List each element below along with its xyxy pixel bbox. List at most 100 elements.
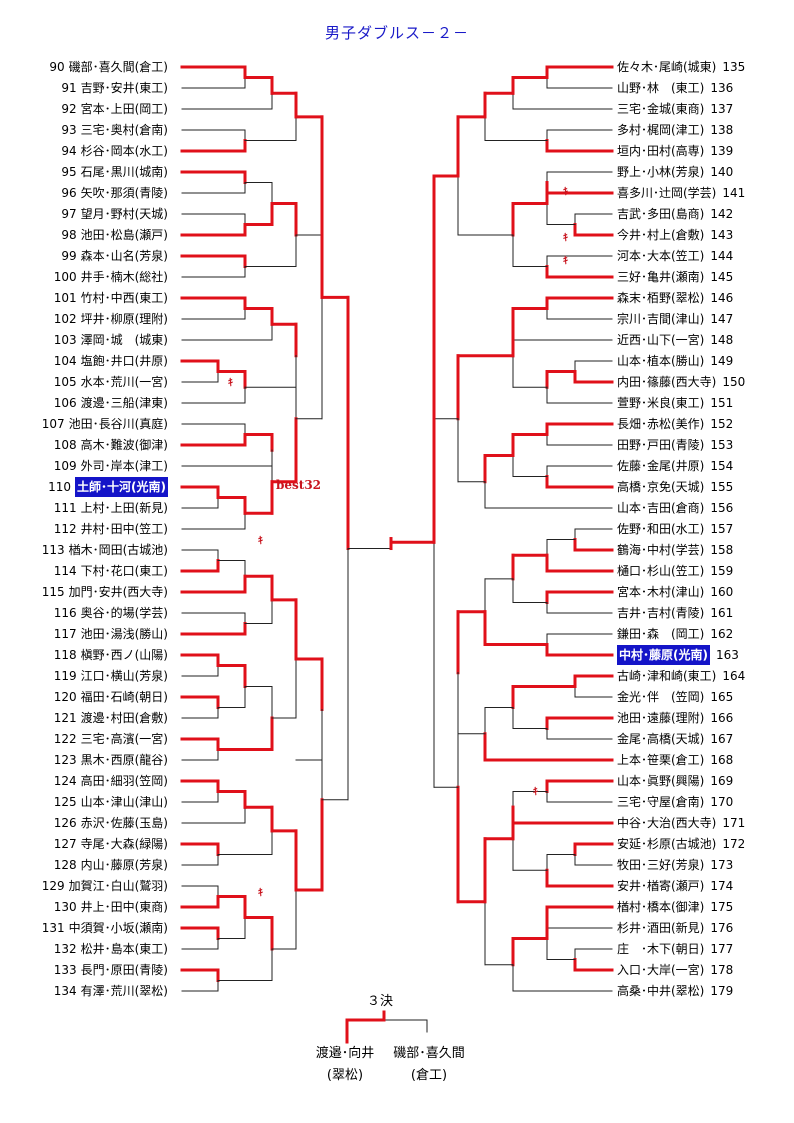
- entry-number: 174: [710, 879, 734, 893]
- entry-96: 96 矢吹･那須(青陵): [61, 183, 168, 203]
- entry-name: 渡邊･村田(倉敷): [80, 711, 168, 725]
- entry-99: 99 森本･山名(芳泉): [61, 246, 168, 266]
- entry-name: 鎌田･森 (岡工): [617, 627, 705, 641]
- entry-179: 高桑･中井(翠松) 179: [617, 981, 733, 1001]
- entry-number: 139: [710, 144, 734, 158]
- entry-111: 111 上村･上田(新見): [54, 498, 168, 518]
- entry-number: 119: [53, 669, 77, 683]
- entry-name: 山本･津山(津山): [80, 795, 168, 809]
- entry-number: 138: [710, 123, 734, 137]
- entry-name: 吉野･安井(東工): [80, 81, 168, 95]
- third-place-winner: 渡邉･向井 (翠松): [290, 1043, 400, 1087]
- entry-name: 福田･石崎(朝日): [80, 690, 168, 704]
- entry-134: 134 有澤･荒川(翠松): [54, 981, 168, 1001]
- entry-175: 楢村･橋本(御津) 175: [617, 897, 733, 917]
- entry-114: 114 下村･花口(東工): [54, 561, 168, 581]
- entry-name: 山野･林 (東工): [617, 81, 705, 95]
- entry-number: 155: [710, 480, 734, 494]
- entry-177: 庄 ･木下(朝日) 177: [617, 939, 733, 959]
- entry-number: 92: [61, 102, 77, 116]
- entry-168: 上本･笹栗(倉工) 168: [617, 750, 733, 770]
- entry-name: 高桑･中井(翠松): [617, 984, 705, 998]
- entry-160: 宮本･木村(津山) 160: [617, 582, 733, 602]
- entry-name: 田野･戸田(青陵): [617, 438, 705, 452]
- entry-97: 97 望月･野村(天城): [61, 204, 168, 224]
- entry-number: 179: [710, 984, 734, 998]
- entry-name: 寺尾･大森(緑陽): [80, 837, 168, 851]
- entry-105: 105 水本･荒川(一宮): [54, 372, 168, 392]
- entry-number: 107: [41, 417, 65, 431]
- entry-139: 垣内･田村(高専) 139: [617, 141, 733, 161]
- entry-118: 118 槇野･西ノ(山陽): [54, 645, 168, 665]
- entry-149: 山本･植本(勝山) 149: [617, 351, 733, 371]
- entry-name: 長畑･赤松(美作): [617, 417, 705, 431]
- entry-number: 135: [722, 60, 746, 74]
- entry-number: 163: [715, 648, 739, 662]
- entry-174: 安井･楢寄(瀬戸) 174: [617, 876, 733, 896]
- entry-number: 160: [710, 585, 734, 599]
- entry-123: 123 黒木･西原(龍谷): [54, 750, 168, 770]
- entry-number: 168: [710, 753, 734, 767]
- entry-91: 91 吉野･安井(東工): [61, 78, 168, 98]
- entry-name: 奥谷･的場(学芸): [80, 606, 168, 620]
- entry-name: 杉井･酒田(新見): [617, 921, 705, 935]
- entry-number: 118: [53, 648, 77, 662]
- entry-number: 110: [48, 480, 72, 494]
- entry-152: 長畑･赤松(美作) 152: [617, 414, 733, 434]
- third-place-winner-name: 渡邉･向井: [315, 1046, 375, 1061]
- entry-name: 赤沢･佐藤(玉島): [80, 816, 168, 830]
- entry-number: 154: [710, 459, 734, 473]
- entry-number: 99: [61, 249, 77, 263]
- entry-103: 103 澤岡･城 (城東): [54, 330, 168, 350]
- entry-169: 山本･眞野(興陽) 169: [617, 771, 733, 791]
- entry-number: 128: [53, 858, 77, 872]
- entry-150: 内田･篠藤(西大寺) 150: [617, 372, 745, 392]
- entry-name: 塩飽･井口(井原): [80, 354, 168, 368]
- entry-132: 132 松井･島本(東工): [54, 939, 168, 959]
- entry-122: 122 三宅･高濱(一宮): [54, 729, 168, 749]
- entry-name: 加門･安井(西大寺): [68, 585, 168, 599]
- entry-164: 古崎･津和崎(東工) 164: [617, 666, 745, 686]
- entry-name: 喜多川･辻岡(学芸): [617, 186, 717, 200]
- entry-number: 143: [710, 228, 734, 242]
- koke-mark: ｷ: [563, 256, 568, 267]
- entry-170: 三宅･守屋(倉南) 170: [617, 792, 733, 812]
- entry-name: 佐々木･尾崎(城東): [617, 60, 717, 74]
- entry-number: 134: [53, 984, 77, 998]
- entry-name: 佐藤･金尾(井原): [617, 459, 705, 473]
- best32-label: best32: [276, 478, 322, 492]
- entry-name: 垣内･田村(高専): [617, 144, 705, 158]
- entry-number: 171: [722, 816, 746, 830]
- entry-name: 外司･岸本(津工): [80, 459, 168, 473]
- koke-mark: ｷ: [228, 378, 233, 389]
- entry-name: 池田･長谷川(真庭): [68, 417, 168, 431]
- koke-mark: ｷ: [563, 187, 568, 198]
- entry-name: 牧田･三好(芳泉): [617, 858, 705, 872]
- entry-143: 今井･村上(倉敷) 143: [617, 225, 733, 245]
- entry-127: 127 寺尾･大森(緑陽): [54, 834, 168, 854]
- entry-140: 野上･小林(芳泉) 140: [617, 162, 733, 182]
- entry-number: 177: [710, 942, 734, 956]
- entry-112: 112 井村･田中(笠工): [54, 519, 168, 539]
- third-place-title: ３決: [366, 994, 393, 1009]
- entry-number: 129: [41, 879, 65, 893]
- entry-number: 104: [53, 354, 77, 368]
- entry-name: 水本･荒川(一宮): [80, 375, 168, 389]
- entry-name: 入口･大岸(一宮): [617, 963, 705, 977]
- entry-name: 金尾･高橋(天城): [617, 732, 705, 746]
- entry-104: 104 塩飽･井口(井原): [54, 351, 168, 371]
- entry-number: 175: [710, 900, 734, 914]
- entry-101: 101 竹村･中西(東工): [54, 288, 168, 308]
- entry-number: 156: [710, 501, 734, 515]
- entry-name: 三好･亀井(瀬南): [617, 270, 705, 284]
- entry-number: 97: [61, 207, 77, 221]
- entry-number: 108: [53, 438, 77, 452]
- entry-name: 下村･花口(東工): [80, 564, 168, 578]
- entry-137: 三宅･金城(東商) 137: [617, 99, 733, 119]
- entry-109: 109 外司･岸本(津工): [54, 456, 168, 476]
- entry-119: 119 江口･横山(芳泉): [54, 666, 168, 686]
- koke-mark: ｷ: [258, 888, 263, 899]
- entry-name: 山本･吉田(倉商): [617, 501, 705, 515]
- entry-name: 今井･村上(倉敷): [617, 228, 705, 242]
- entry-number: 114: [53, 564, 77, 578]
